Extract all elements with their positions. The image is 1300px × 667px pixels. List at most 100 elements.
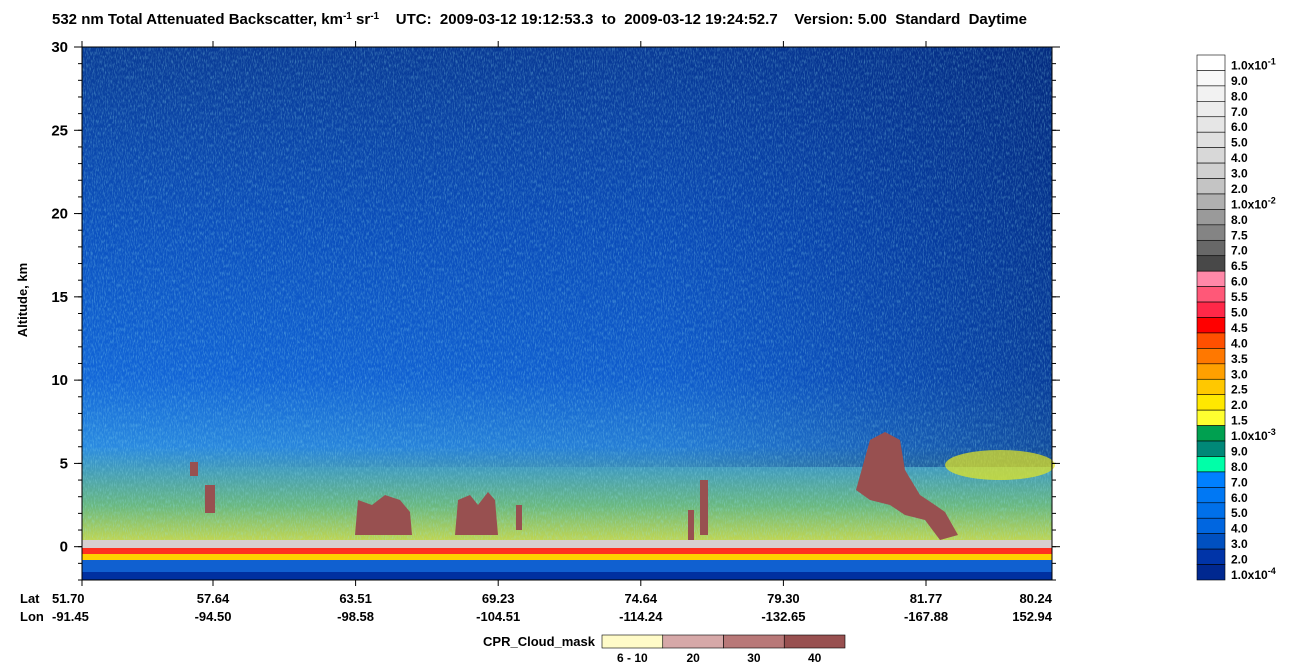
surface-return — [82, 548, 1052, 554]
title-part: 532 nm Total Attenuated Backscatter, km — [52, 11, 343, 28]
colorbar-cell — [1196, 471, 1226, 488]
colorbar-cell — [1196, 363, 1226, 380]
colorbar-cell — [1196, 54, 1226, 71]
colorbar-label-text: 3.5 — [1231, 352, 1248, 366]
x-tick-label: -114.24 — [619, 609, 663, 624]
colorbar-label-exponent: -4 — [1268, 566, 1276, 576]
colorbar-cell — [1196, 270, 1226, 287]
subsurface — [82, 572, 1052, 580]
surface-return — [82, 540, 1052, 548]
colorbar-label-text: 1.0x10 — [1231, 197, 1268, 211]
colorbar-label: 9.0 — [1231, 74, 1248, 88]
colorbar-cell — [1196, 487, 1226, 504]
colorbar-label-text: 1.0x10 — [1231, 58, 1268, 72]
colorbar-label-text: 4.0 — [1231, 336, 1248, 350]
colorbar-label-text: 4.0 — [1231, 151, 1248, 165]
colorbar-label-text: 1.5 — [1231, 414, 1248, 428]
colorbar-cell — [1196, 239, 1226, 257]
colorbar-label-text: 2.0 — [1231, 182, 1248, 196]
colorbar-label: 8.0 — [1231, 460, 1248, 474]
colorbar-cell — [1196, 332, 1226, 349]
colorbar-label-text: 9.0 — [1231, 444, 1248, 458]
colorbar-cell — [1196, 378, 1226, 396]
colorbar-label: 1.0x10-1 — [1231, 56, 1276, 72]
cpr-legend-label: 6 - 10 — [617, 651, 648, 665]
colorbar-label: 8.0 — [1231, 213, 1248, 227]
colorbar-cell — [1196, 533, 1226, 550]
colorbar-label: 2.0 — [1231, 182, 1248, 196]
cpr-legend-swatch — [783, 634, 846, 649]
cpr-legend-label: 40 — [808, 651, 822, 665]
colorbar-label: 1.0x10-3 — [1231, 427, 1276, 443]
colorbar-label: 3.0 — [1231, 167, 1248, 181]
colorbar-cell — [1196, 409, 1226, 426]
colorbar-label: 2.0 — [1231, 398, 1248, 412]
colorbar-label-text: 7.0 — [1231, 475, 1248, 489]
colorbar-label-text: 7.0 — [1231, 244, 1248, 258]
colorbar-cell — [1196, 255, 1226, 272]
y-tick-label: 0 — [60, 539, 68, 556]
colorbar-cell — [1196, 564, 1226, 581]
colorbar-cell — [1196, 131, 1226, 148]
subsurface — [82, 554, 1052, 560]
colorbar-label: 2.0 — [1231, 553, 1248, 567]
colorbar-cell — [1196, 101, 1226, 118]
colorbar-label-text: 8.0 — [1231, 460, 1248, 474]
x-tick-label: 51.70 — [52, 591, 85, 606]
colorbar-label-text: 2.5 — [1231, 383, 1248, 397]
colorbar-label: 6.5 — [1231, 259, 1248, 273]
colorbar-cell — [1196, 286, 1226, 303]
x-tick-label: -167.88 — [904, 609, 948, 624]
x-tick-label: 152.94 — [1012, 609, 1053, 624]
colorbar-label: 6.0 — [1231, 120, 1248, 134]
colorbar-label: 3.0 — [1231, 537, 1248, 551]
colorbar-label-text: 4.0 — [1231, 522, 1248, 536]
y-axis-label: Altitude, km — [15, 263, 30, 337]
colorbar-label: 5.0 — [1231, 306, 1248, 320]
colorbar-label-exponent: -2 — [1268, 195, 1276, 205]
colorbar-label-text: 2.0 — [1231, 553, 1248, 567]
cpr-legend: CPR_Cloud_mask 6 - 10 20 30 40 — [483, 634, 846, 665]
plot-area — [81, 46, 1055, 581]
colorbar-label: 8.0 — [1231, 89, 1248, 103]
colorbar-label-text: 5.5 — [1231, 290, 1248, 304]
colorbar-label: 5.5 — [1231, 290, 1248, 304]
colorbar-label-text: 3.0 — [1231, 167, 1248, 181]
colorbar-cell — [1196, 116, 1226, 133]
colorbar-label: 7.0 — [1231, 105, 1248, 119]
y-tick-label: 20 — [51, 206, 68, 223]
x-tick-label: 69.23 — [482, 591, 515, 606]
colorbar-cell — [1196, 85, 1226, 102]
colorbar-label-text: 8.0 — [1231, 89, 1248, 103]
colorbar-label-exponent: -1 — [1268, 56, 1276, 66]
colorbar-label-text: 6.0 — [1231, 120, 1248, 134]
x-tick-label: -132.65 — [761, 609, 805, 624]
colorbar-label-text: 5.0 — [1231, 136, 1248, 150]
title-superscript: -1 — [370, 11, 379, 22]
colorbar-cell — [1196, 348, 1226, 365]
colorbar-label: 4.0 — [1231, 522, 1248, 536]
x-tick-label: 80.24 — [1019, 591, 1052, 606]
y-tick-label: 25 — [51, 122, 68, 139]
colorbar-label: 5.0 — [1231, 136, 1248, 150]
colorbar-label-exponent: -3 — [1268, 427, 1276, 437]
x-tick-label: -91.45 — [52, 609, 89, 624]
colorbar-label-text: 2.0 — [1231, 398, 1248, 412]
colorbar-label: 6.0 — [1231, 491, 1248, 505]
x-tick-label: 79.30 — [767, 591, 800, 606]
y-tick-label: 15 — [51, 289, 68, 306]
colorbar-label-text: 4.5 — [1231, 321, 1248, 335]
colorbar-cell — [1196, 548, 1226, 565]
x-row-name: Lon — [20, 609, 44, 624]
colorbar-cell — [1196, 70, 1226, 87]
colorbar-label: 6.0 — [1231, 275, 1248, 289]
x-tick-label: -104.51 — [476, 609, 520, 624]
colorbar-cell — [1196, 502, 1226, 519]
colorbar-label-text: 9.0 — [1231, 74, 1248, 88]
x-row-name: Lat — [20, 591, 40, 606]
colorbar-label: 7.0 — [1231, 244, 1248, 258]
colorbar-label-text: 6.5 — [1231, 259, 1248, 273]
colorbar-cell — [1196, 147, 1226, 164]
colorbar-cell — [1196, 178, 1226, 195]
